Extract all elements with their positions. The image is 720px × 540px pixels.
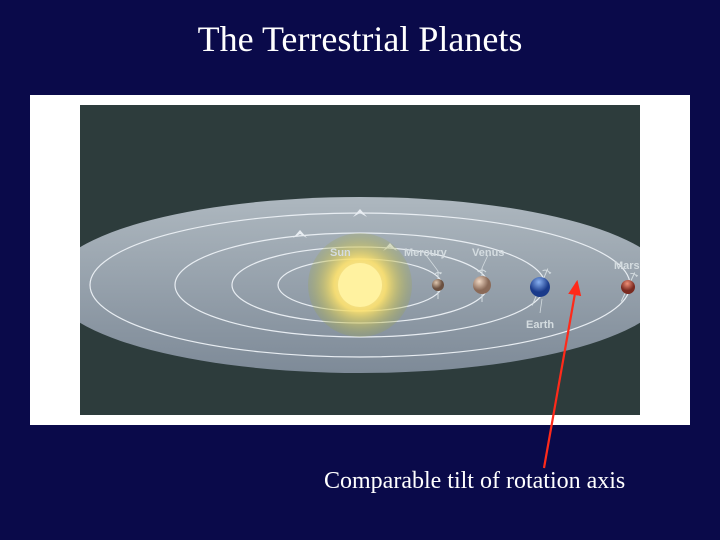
label-mars: Mars xyxy=(614,260,640,272)
label-venus: Venus xyxy=(472,247,504,259)
label-mercury: Mercury xyxy=(404,247,447,259)
page-title: The Terrestrial Planets xyxy=(0,0,720,60)
caption-text: Comparable tilt of rotation axis xyxy=(324,468,625,495)
diagram-frame: Sun Mercury Venus Earth Mars xyxy=(30,95,690,425)
label-earth: Earth xyxy=(526,319,554,331)
diagram-inner: Sun Mercury Venus Earth Mars xyxy=(80,105,640,415)
sun-core xyxy=(338,263,382,307)
orbital-svg xyxy=(80,105,640,415)
label-sun: Sun xyxy=(330,247,351,259)
